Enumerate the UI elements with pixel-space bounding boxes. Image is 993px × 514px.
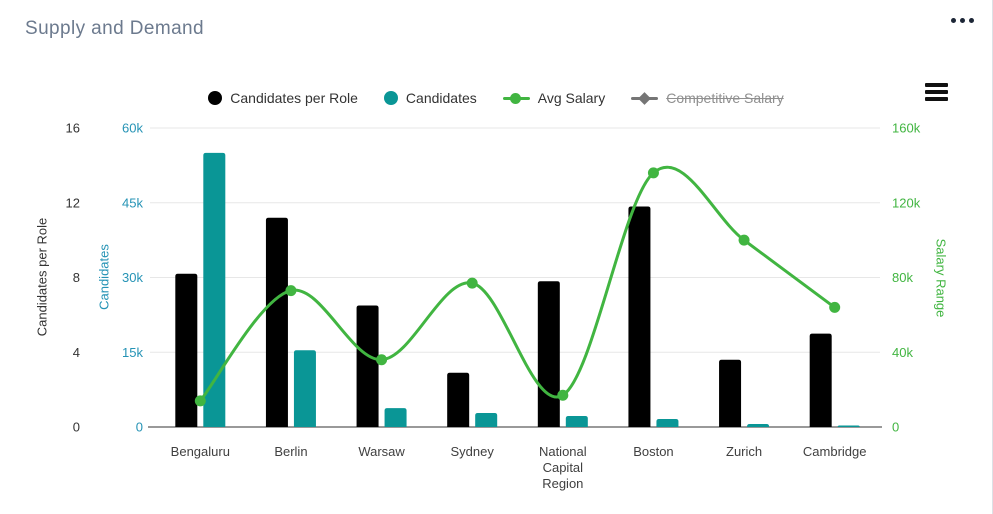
bar-candidates[interactable] xyxy=(565,416,588,427)
axis-tick-label: 60k xyxy=(122,121,143,136)
legend-item-candidates-per-role[interactable]: Candidates per Role xyxy=(208,90,358,106)
bar-candidates-per-role[interactable] xyxy=(265,217,288,427)
x-axis-label: Berlin xyxy=(274,444,307,459)
point-avg-salary[interactable] xyxy=(194,395,206,407)
legend-item-competitive-salary[interactable]: Competitive Salary xyxy=(631,90,784,106)
bar-candidates[interactable] xyxy=(293,350,316,427)
x-axis-label: Cambridge xyxy=(803,444,867,459)
bar-candidates-per-role[interactable] xyxy=(719,359,742,427)
bar-candidates-per-role[interactable] xyxy=(809,333,832,427)
axis-tick-label: 0 xyxy=(892,420,899,435)
bar-candidates[interactable] xyxy=(747,424,770,427)
axis-tick-label: 40k xyxy=(892,345,913,360)
line-avg-salary xyxy=(199,165,836,402)
chart-legend: Candidates per Role Candidates Avg Salar… xyxy=(0,89,992,107)
axis-tick-label: 45k xyxy=(122,195,143,210)
circle-marker-icon xyxy=(383,91,398,105)
bar-candidates[interactable] xyxy=(475,413,498,427)
bar-candidates-per-role[interactable] xyxy=(447,372,470,427)
line-dot-marker-icon xyxy=(502,91,530,105)
legend-label: Avg Salary xyxy=(537,90,606,106)
point-avg-salary[interactable] xyxy=(466,277,478,289)
axis-tick-label: 30k xyxy=(122,270,143,285)
bar-candidates-per-role[interactable] xyxy=(356,305,379,427)
axis-tick-label: 80k xyxy=(892,270,913,285)
x-axis-label: Boston xyxy=(633,444,673,459)
axis-tick-label: 8 xyxy=(73,270,80,285)
axis-tick-label: 15k xyxy=(122,345,143,360)
chart-menu-icon[interactable] xyxy=(925,81,948,103)
line-diamond-marker-icon xyxy=(631,91,659,105)
point-avg-salary[interactable] xyxy=(738,234,750,246)
axis-tick-label: 0 xyxy=(136,420,143,435)
page-title: Supply and Demand xyxy=(25,18,204,39)
bar-candidates[interactable] xyxy=(837,425,860,427)
point-avg-salary[interactable] xyxy=(376,354,388,366)
axis-tick-label: 12 xyxy=(66,195,80,210)
point-avg-salary[interactable] xyxy=(829,301,841,313)
bar-candidates-per-role[interactable] xyxy=(175,273,198,427)
axis-tick-label: 120k xyxy=(892,195,921,210)
axis-tick-label: 0 xyxy=(73,420,80,435)
legend-item-avg-salary[interactable]: Avg Salary xyxy=(502,90,606,106)
axis-tick-label: 4 xyxy=(73,345,80,360)
x-axis-label: National Capital Region xyxy=(539,444,587,491)
bar-candidates-per-role[interactable] xyxy=(628,206,651,427)
legend-label: Competitive Salary xyxy=(666,90,784,106)
x-axis-label: Zurich xyxy=(726,444,762,459)
point-avg-salary[interactable] xyxy=(647,167,659,179)
bar-candidates-per-role[interactable] xyxy=(537,281,560,427)
x-axis-label: Warsaw xyxy=(358,444,405,459)
point-avg-salary[interactable] xyxy=(557,389,569,401)
bar-candidates[interactable] xyxy=(384,408,407,427)
bar-candidates[interactable] xyxy=(203,152,226,427)
axis-tick-label: 160k xyxy=(892,121,921,136)
point-avg-salary[interactable] xyxy=(285,285,297,297)
axis-tick-label: 16 xyxy=(66,121,80,136)
legend-item-candidates[interactable]: Candidates xyxy=(383,90,477,106)
legend-label: Candidates per Role xyxy=(230,90,358,106)
x-axis-label: Sydney xyxy=(451,444,495,459)
more-options-icon[interactable] xyxy=(949,14,976,27)
legend-label: Candidates xyxy=(405,90,477,106)
circle-marker-icon xyxy=(208,91,223,105)
x-axis-label: Bengaluru xyxy=(171,444,230,459)
bar-candidates[interactable] xyxy=(656,419,679,427)
